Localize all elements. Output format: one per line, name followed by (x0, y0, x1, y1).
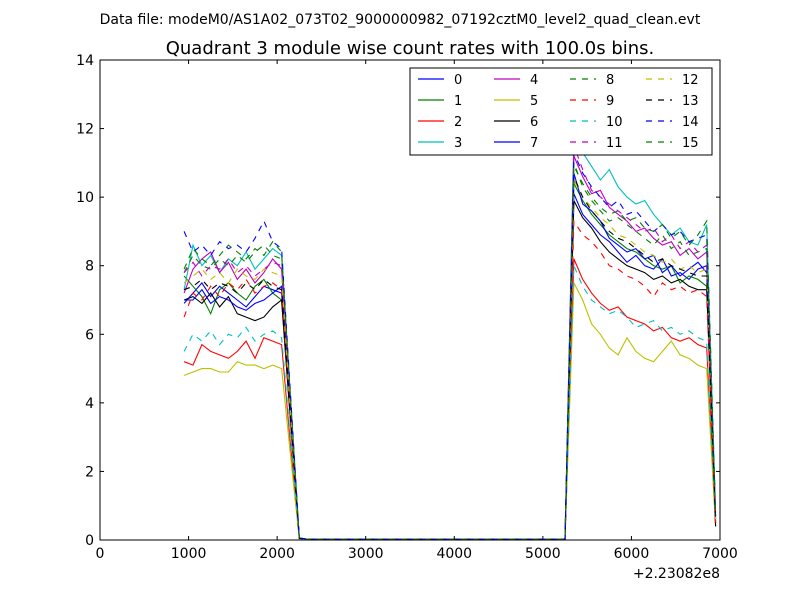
legend-label-6: 6 (530, 115, 538, 130)
y-tick-label: 14 (76, 53, 94, 69)
y-tick-label: 0 (85, 533, 94, 549)
legend-label-1: 1 (454, 94, 462, 109)
y-tick-label: 10 (76, 190, 94, 206)
series-line-15 (183, 166, 717, 540)
y-tick-label: 8 (85, 259, 94, 275)
legend-label-3: 3 (454, 136, 462, 151)
y-tick-label: 6 (85, 327, 94, 343)
legend-label-8: 8 (606, 73, 614, 88)
axes-frame (99, 59, 721, 541)
x-tick-label: 4000 (436, 546, 472, 562)
x-tick-label: 2000 (259, 546, 295, 562)
legend-label-0: 0 (454, 73, 462, 88)
figure-suptitle: Data file: modeM0/AS1A02_073T02_90000009… (100, 12, 701, 28)
chart-title: Quadrant 3 module wise count rates with … (166, 38, 655, 59)
x-axis-offset-label: +2.23082e8 (633, 566, 720, 582)
x-tick-label: 5000 (525, 546, 561, 562)
y-tick-label: 12 (76, 122, 94, 138)
legend-label-11: 11 (606, 136, 623, 151)
x-tick-label: 6000 (614, 546, 650, 562)
x-tick-label: 3000 (348, 546, 384, 562)
legend-label-15: 15 (682, 136, 699, 151)
legend-label-10: 10 (606, 115, 623, 130)
legend-label-12: 12 (682, 73, 699, 88)
x-tick-label: 0 (96, 546, 105, 562)
y-tick-label: 2 (85, 464, 94, 480)
legend-label-13: 13 (682, 94, 699, 109)
legend-label-14: 14 (682, 115, 699, 130)
y-tick-label: 4 (85, 396, 94, 412)
legend-label-2: 2 (454, 115, 462, 130)
legend-label-5: 5 (530, 94, 538, 109)
x-tick-label: 1000 (171, 546, 207, 562)
x-tick-label: 7000 (702, 546, 738, 562)
legend-label-7: 7 (530, 136, 538, 151)
legend-label-9: 9 (606, 94, 614, 109)
legend-label-4: 4 (530, 73, 538, 88)
legend-box (409, 67, 713, 156)
series-line-11 (183, 145, 717, 540)
